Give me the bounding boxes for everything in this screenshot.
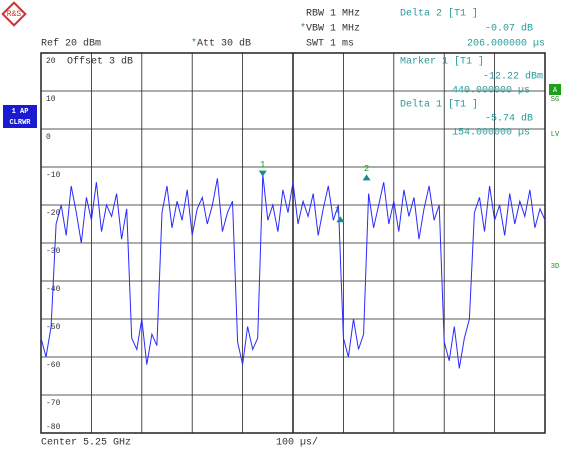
svg-text:R&S: R&S bbox=[7, 10, 22, 19]
y-tick-label: -10 bbox=[46, 171, 61, 180]
delta2-time: 206.000000 µs bbox=[467, 39, 545, 50]
delta1-title: Delta 1 [T1 ] bbox=[400, 99, 478, 111]
y-tick-label: -80 bbox=[46, 423, 61, 432]
sg-label: SG bbox=[551, 96, 559, 104]
offset: Offset 3 dB bbox=[67, 56, 133, 68]
lv-label: LV bbox=[551, 131, 560, 139]
a-label: A bbox=[553, 87, 558, 95]
rbw: RBW 1 MHz bbox=[306, 9, 360, 20]
marker-label: 1 bbox=[260, 160, 265, 170]
y-tick-label: -20 bbox=[46, 209, 61, 218]
detector: CLRWR bbox=[9, 119, 31, 127]
y-tick-label: -70 bbox=[46, 399, 61, 408]
marker-label: 1 bbox=[335, 206, 340, 216]
3d-label: 3D bbox=[551, 263, 559, 271]
a-box bbox=[549, 84, 561, 95]
y-tick-label: 0 bbox=[46, 133, 51, 142]
center-freq: Center 5.25 GHz bbox=[41, 438, 131, 449]
logo: R&S bbox=[1, 1, 27, 27]
marker bbox=[258, 170, 267, 177]
y-tick-label: 10 bbox=[46, 95, 56, 104]
marker bbox=[362, 174, 371, 181]
delta2-value: -0.07 dB bbox=[485, 23, 533, 35]
delta1-value: -5.74 dB bbox=[485, 113, 533, 125]
y-tick-label: 20 bbox=[46, 57, 56, 66]
swt: SWT 1 ms bbox=[306, 39, 354, 50]
delta1-time: 154.000000 µs bbox=[452, 128, 530, 139]
trace-line bbox=[40, 174, 546, 369]
marker1-value: -12.22 dBm bbox=[483, 71, 543, 83]
span: 100 µs/ bbox=[276, 437, 318, 449]
marker-label: 2 bbox=[364, 164, 369, 174]
trace-mode-box bbox=[3, 105, 37, 128]
ref-level: Ref 20 dBm bbox=[41, 38, 101, 50]
y-tick-label: -30 bbox=[46, 247, 61, 256]
trace-mode: 1 AP bbox=[12, 108, 29, 116]
vbw: VBW 1 MHz bbox=[306, 24, 360, 35]
vbw-flag: * bbox=[300, 23, 306, 35]
delta2-title: Delta 2 [T1 ] bbox=[400, 8, 478, 20]
marker bbox=[336, 216, 345, 223]
y-tick-label: -50 bbox=[46, 323, 61, 332]
attenuation: Att 30 dB bbox=[197, 38, 251, 50]
marker1-time: 440.000000 µs bbox=[452, 86, 530, 97]
att-flag: * bbox=[191, 38, 197, 50]
trace-layer: 1 2 1 bbox=[40, 160, 546, 369]
marker1-title: Marker 1 [T1 ] bbox=[400, 56, 484, 68]
y-tick-label: -60 bbox=[46, 361, 61, 370]
